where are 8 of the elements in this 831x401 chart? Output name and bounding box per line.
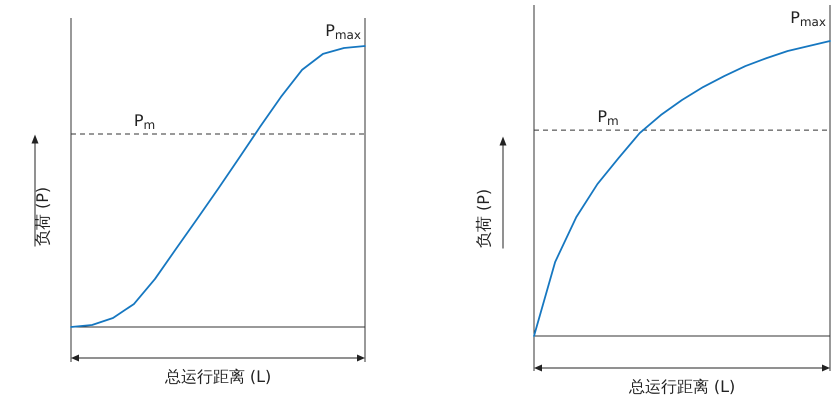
y-axis-title: 负荷 (P) <box>33 186 52 246</box>
y-axis-title: 负荷 (P) <box>474 188 493 248</box>
text: P$_{max}$ <box>325 21 361 42</box>
ref-line-label: P$_{m}$ <box>134 110 156 132</box>
ref-line-label: P$_{m}$ <box>597 107 619 128</box>
x-axis-title: 总运行距离 (L) <box>164 367 272 386</box>
text: P$_{max}$ <box>790 8 826 29</box>
x-axis-title: 总运行距离 (L) <box>628 377 736 396</box>
